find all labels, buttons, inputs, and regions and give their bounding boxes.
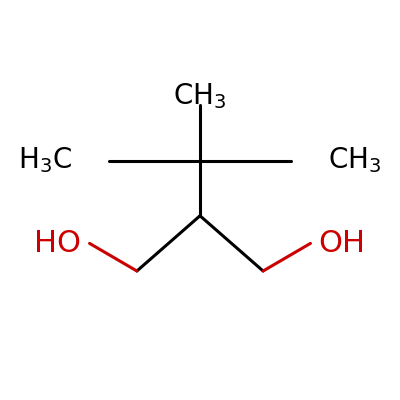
Text: $\mathregular{H_3C}$: $\mathregular{H_3C}$ [18,146,72,176]
Text: $\mathregular{CH_3}$: $\mathregular{CH_3}$ [328,146,382,176]
Text: $\mathregular{CH_3}$: $\mathregular{CH_3}$ [173,82,227,112]
Text: HO: HO [34,229,81,258]
Text: OH: OH [319,229,366,258]
